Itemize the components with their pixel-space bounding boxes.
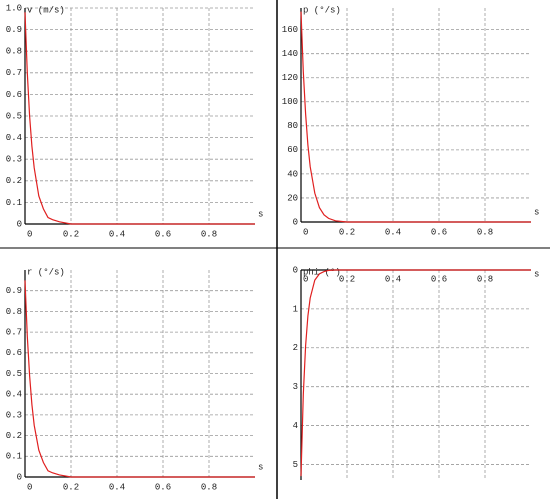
x-tick-label: 0.2 (339, 274, 355, 284)
y-tick-label: 0.4 (6, 133, 22, 143)
y-tick-label: 0.8 (6, 307, 22, 317)
data-line (300, 11, 531, 223)
x-tick-label: 0.6 (431, 227, 447, 237)
y-tick-label: 0.7 (6, 68, 22, 78)
x-axis-label: s (534, 269, 539, 279)
y-tick-label: 20 (287, 193, 298, 203)
y-tick-label: 2 (293, 343, 298, 353)
x-tick-label: 0 (303, 274, 308, 284)
x-tick-label: 0 (27, 229, 32, 239)
y-tick-label: 1.0 (6, 3, 22, 13)
y-tick-label: 160 (282, 25, 298, 35)
y-tick-label: 0 (293, 217, 298, 227)
y-axis-label: r (°/s) (27, 267, 65, 277)
y-tick-label: 40 (287, 169, 298, 179)
x-tick-label: 0.4 (109, 229, 125, 239)
y-tick-label: 0 (293, 265, 298, 275)
y-tick-label: 0.7 (6, 327, 22, 337)
y-tick-label: 0.9 (6, 286, 22, 296)
y-tick-label: 0 (17, 472, 22, 482)
y-axis-label: v (m/s) (27, 5, 65, 15)
y-tick-label: 3 (293, 382, 298, 392)
x-axis-label: s (258, 462, 263, 472)
y-tick-label: 4 (293, 421, 298, 431)
y-tick-label: 0.2 (6, 431, 22, 441)
y-axis-label: p (°/s) (303, 5, 341, 15)
x-axis-label: s (258, 209, 263, 219)
y-tick-label: 140 (282, 49, 298, 59)
y-tick-label: 0.5 (6, 369, 22, 379)
y-tick-label: 100 (282, 97, 298, 107)
y-tick-label: 0.6 (6, 348, 22, 358)
x-tick-label: 0.8 (201, 229, 217, 239)
x-tick-label: 0.4 (385, 274, 401, 284)
y-tick-label: 1 (293, 304, 298, 314)
y-tick-label: 60 (287, 145, 298, 155)
y-tick-label: 5 (293, 460, 298, 470)
data-line (300, 269, 531, 477)
y-tick-label: 0.9 (6, 25, 22, 35)
x-tick-label: 0.6 (431, 274, 447, 284)
data-line (24, 12, 255, 225)
x-tick-label: 0.4 (109, 482, 125, 492)
x-tick-label: 0 (303, 227, 308, 237)
y-tick-label: 0.1 (6, 452, 22, 462)
x-tick-label: 0.4 (385, 227, 401, 237)
y-tick-label: 80 (287, 121, 298, 131)
y-tick-label: 0.5 (6, 111, 22, 121)
x-tick-label: 0.8 (477, 274, 493, 284)
y-tick-label: 0 (17, 219, 22, 229)
y-tick-label: 0.8 (6, 47, 22, 57)
y-tick-label: 0.1 (6, 198, 22, 208)
y-tick-label: 0.6 (6, 90, 22, 100)
data-line (24, 280, 255, 478)
x-axis-label: s (534, 207, 539, 217)
x-tick-label: 0.2 (339, 227, 355, 237)
y-tick-label: 0.4 (6, 390, 22, 400)
y-tick-label: 0.2 (6, 176, 22, 186)
y-tick-label: 0.3 (6, 155, 22, 165)
x-tick-label: 0.6 (155, 229, 171, 239)
x-tick-label: 0.2 (63, 482, 79, 492)
x-tick-label: 0.6 (155, 482, 171, 492)
x-tick-label: 0.8 (201, 482, 217, 492)
y-tick-label: 0.3 (6, 410, 22, 420)
y-tick-label: 120 (282, 73, 298, 83)
x-tick-label: 0 (27, 482, 32, 492)
x-tick-label: 0.2 (63, 229, 79, 239)
x-tick-label: 0.8 (477, 227, 493, 237)
